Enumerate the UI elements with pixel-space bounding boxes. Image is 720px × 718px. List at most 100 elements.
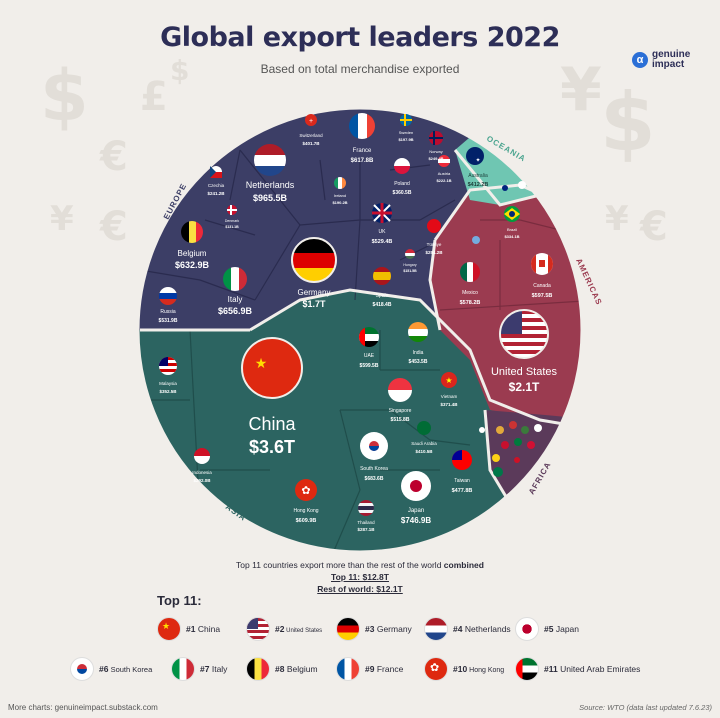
country-france[interactable]: France $617.8B bbox=[349, 113, 376, 164]
legend-name: Japan bbox=[555, 624, 580, 634]
country-value: $412.2B bbox=[468, 182, 489, 188]
svg-text:€: € bbox=[639, 204, 668, 250]
country-value: $515.8B bbox=[391, 417, 410, 423]
country-name: Spain bbox=[376, 293, 389, 299]
country-japan[interactable]: Japan $746.9B bbox=[401, 471, 431, 525]
country-saudi-arabia[interactable]: Saudi Arabia $410.5B bbox=[411, 421, 437, 454]
south-korea-flag-icon bbox=[70, 657, 94, 681]
country-canada[interactable]: Canada $597.5B bbox=[531, 253, 553, 299]
country-turkiye[interactable]: Türkiye $254.2B bbox=[425, 219, 443, 255]
country-name: Netherlands bbox=[246, 180, 295, 190]
country-value: $197.9B bbox=[398, 137, 413, 142]
legend-rank: #1 bbox=[186, 624, 196, 634]
country-mexico[interactable]: Mexico $578.2B bbox=[460, 262, 481, 306]
country-name: Austria bbox=[438, 171, 451, 176]
country-name: Poland bbox=[394, 181, 410, 187]
legend-rank: #2 bbox=[275, 624, 285, 634]
country-norway[interactable]: Norway $249.4B bbox=[428, 131, 444, 161]
legend-item-china: ★ #1 China bbox=[157, 617, 220, 641]
country-india[interactable]: India $453.5B bbox=[408, 322, 428, 365]
country-uk[interactable]: UK $529.4B bbox=[372, 203, 393, 245]
country-name: Japan bbox=[408, 508, 424, 514]
country-denmark[interactable]: Denmark $131.1B bbox=[225, 205, 239, 229]
country-brazil[interactable]: Brazil $334.1B bbox=[504, 206, 520, 239]
minor-country-flags bbox=[472, 181, 542, 477]
legend-name: France bbox=[376, 664, 404, 674]
footer-more-charts[interactable]: More charts: genuineimpact.substack.com bbox=[8, 703, 158, 712]
legend-item-italy: #7 Italy bbox=[171, 657, 227, 681]
country-name: UAE bbox=[364, 353, 375, 359]
country-name: United States bbox=[491, 366, 558, 378]
country-poland[interactable]: Poland $360.5B bbox=[393, 158, 412, 196]
legend-rank: #11 bbox=[544, 664, 558, 674]
country-value: $597.5B bbox=[532, 293, 553, 299]
country-name: Thailand bbox=[357, 520, 375, 525]
vietnam-star-icon: ★ bbox=[445, 376, 452, 385]
genuine-impact-logo-icon: α bbox=[632, 52, 648, 68]
country-netherlands[interactable]: Netherlands $965.5B bbox=[246, 144, 295, 203]
country-value: $249.4B bbox=[428, 156, 443, 161]
chart-subtitle: Based on total merchandise exported bbox=[260, 62, 460, 76]
uae-flag-icon bbox=[515, 657, 539, 681]
country-australia[interactable]: ✦ Australia $412.2B bbox=[466, 147, 488, 188]
country-belgium[interactable]: Belgium $632.9B bbox=[175, 221, 210, 270]
country-indonesia[interactable]: Indonesia $292.0B bbox=[192, 448, 212, 483]
country-name: Brazil bbox=[507, 227, 517, 232]
china-flag-star-icon: ★ bbox=[255, 355, 268, 371]
country-germany[interactable]: Germany $1.7T bbox=[291, 237, 337, 309]
country-hungary[interactable]: Hungary $151.5B bbox=[403, 249, 417, 273]
country-austria[interactable]: Austria $222.1B bbox=[436, 155, 452, 183]
country-name: India bbox=[413, 350, 424, 356]
country-italy[interactable]: Italy $656.9B bbox=[218, 267, 253, 316]
country-name: Italy bbox=[228, 295, 243, 304]
brand-logo[interactable]: α genuine impact bbox=[632, 50, 712, 76]
country-name: Sweden bbox=[399, 130, 413, 135]
country-thailand[interactable]: Thailand $287.1B bbox=[357, 500, 375, 532]
country-value: $241.2B bbox=[207, 191, 225, 196]
southern-cross-icon: ✦ bbox=[475, 157, 480, 164]
country-name: Canada bbox=[533, 283, 551, 289]
country-name: South Korea bbox=[360, 466, 388, 472]
country-spain[interactable]: Spain $418.4B bbox=[373, 267, 392, 308]
country-name: Indonesia bbox=[192, 470, 212, 475]
country-switzerland[interactable]: + Switzerland $401.7B bbox=[299, 114, 323, 146]
country-name: Singapore bbox=[389, 408, 412, 414]
legend-rank: #9 bbox=[365, 664, 375, 674]
summary-line1-a: Top 11 countries export more than the re… bbox=[236, 560, 442, 570]
country-value: $287.1B bbox=[357, 527, 375, 532]
country-hong-kong[interactable]: ✿ Hong Kong $609.9B bbox=[293, 479, 319, 524]
legend-item-france: #9 France bbox=[336, 657, 403, 681]
svg-text:$: $ bbox=[40, 55, 89, 137]
country-vietnam[interactable]: ★ Vietnam $371.4B bbox=[440, 372, 458, 407]
legend-item-netherlands: #4 Netherlands bbox=[424, 617, 511, 641]
export-voronoi-chart: $ € ¥ £ € ¥ $ € ¥ $ bbox=[40, 54, 668, 554]
country-name: Ireland bbox=[334, 193, 346, 198]
country-singapore[interactable]: Singapore $515.8B bbox=[388, 378, 412, 423]
country-sweden[interactable]: Sweden $197.9B bbox=[398, 114, 414, 142]
summary-line1-b: combined bbox=[443, 560, 484, 570]
country-china[interactable]: ★ China $3.6T bbox=[241, 337, 303, 457]
country-taiwan[interactable]: Taiwan $477.8B bbox=[452, 450, 473, 494]
legend-name: United Arab Emirates bbox=[560, 664, 641, 674]
country-united-states[interactable]: United States $2.1T bbox=[491, 309, 558, 394]
country-uae[interactable]: UAE $599.5B bbox=[359, 327, 379, 369]
germany-flag-icon bbox=[336, 617, 360, 641]
country-name: Vietnam bbox=[441, 394, 458, 399]
legend-item-hong-kong: ✿ #10 Hong Kong bbox=[424, 657, 504, 681]
footer-source: Source: WTO (data last updated 7.6.23) bbox=[579, 703, 712, 712]
country-value: $360.5B bbox=[393, 190, 412, 196]
swiss-cross-icon: + bbox=[309, 118, 313, 125]
country-value: $401.7B bbox=[302, 141, 320, 146]
summary-note: Top 11 countries export more than the re… bbox=[0, 559, 720, 595]
country-name: China bbox=[248, 414, 296, 434]
country-south-korea[interactable]: South Korea $683.6B bbox=[360, 432, 388, 482]
country-russia[interactable]: Russia $531.9B bbox=[159, 287, 178, 324]
country-malaysia[interactable]: Malaysia $352.5B bbox=[159, 357, 177, 394]
country-value: $531.9B bbox=[159, 318, 178, 324]
italy-flag-icon bbox=[171, 657, 195, 681]
country-name: Denmark bbox=[225, 219, 239, 223]
hong-kong-flag-icon: ✿ bbox=[424, 657, 448, 681]
country-ireland[interactable]: Ireland $190.2B bbox=[332, 177, 348, 205]
country-czechia[interactable]: Czechia $241.2B bbox=[207, 166, 225, 196]
currency-background-pattern: $ € ¥ £ € ¥ $ € ¥ $ bbox=[40, 54, 668, 250]
